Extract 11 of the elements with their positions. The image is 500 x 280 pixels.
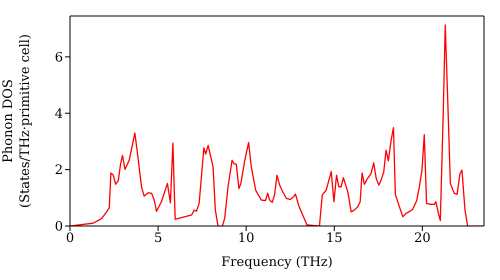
x-tick-label: 20 [414,231,431,246]
y-tick-label: 6 [54,50,63,66]
x-tick-label: 10 [238,231,254,246]
x-tick-label: 5 [154,231,162,246]
x-tick-label: 0 [66,231,74,246]
y-tick-label: 4 [54,106,63,122]
y-axis-title: Phonon DOS (States/THz·primitive cell) [1,34,33,208]
y-tick-label: 0 [54,220,63,235]
y-tick-label: 2 [54,163,63,178]
x-tick-label: 15 [326,231,343,246]
x-axis-title: Frequency (THz) [221,255,333,270]
